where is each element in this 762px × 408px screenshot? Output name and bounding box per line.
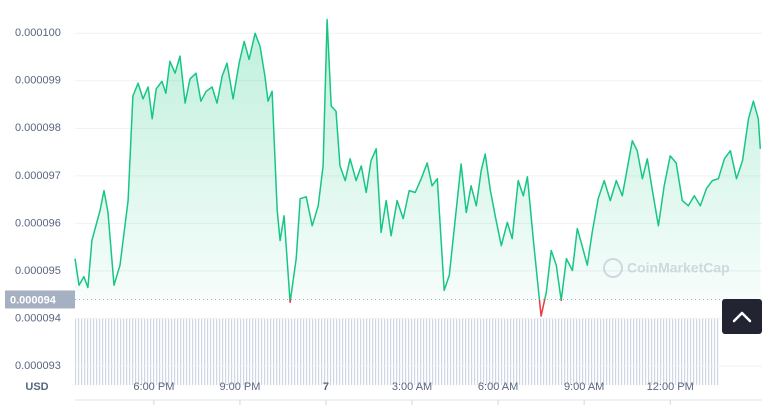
y-tick-label: 0.000100 — [15, 27, 61, 39]
scroll-top-button[interactable] — [722, 299, 762, 334]
baseline-label-box — [5, 290, 75, 309]
x-tick-label: 9:00 PM — [219, 381, 260, 393]
watermark: CoinMarketCap — [603, 258, 730, 278]
price-line — [74, 18, 762, 317]
y-tick-label: 0.000097 — [15, 170, 61, 182]
x-tick-label: 9:00 AM — [564, 381, 604, 393]
baseline-label: 0.000094 — [10, 294, 57, 306]
y-tick-label: 0.000094 — [15, 312, 61, 324]
x-tick-label: 6:00 AM — [478, 381, 518, 393]
volume-background — [75, 318, 720, 385]
watermark-text: CoinMarketCap — [627, 260, 730, 276]
y-tick-label: 0.000098 — [15, 122, 61, 134]
price-area — [75, 19, 761, 317]
x-tick-label: 6:00 PM — [133, 381, 174, 393]
chevron-icon[interactable] — [732, 311, 752, 323]
currency-label: USD — [25, 381, 48, 393]
y-tick-label: 0.000099 — [15, 75, 61, 87]
x-tick-label: 7 — [323, 381, 329, 393]
x-tick-label: 12:00 PM — [647, 381, 694, 393]
x-tick-label: 3:00 AM — [392, 381, 432, 393]
button-background[interactable] — [722, 299, 762, 334]
y-tick-label: 0.000096 — [15, 217, 61, 229]
y-tick-label: 0.000093 — [15, 360, 61, 372]
watermark-logo — [603, 258, 623, 278]
y-tick-label: 0.000095 — [15, 265, 61, 277]
